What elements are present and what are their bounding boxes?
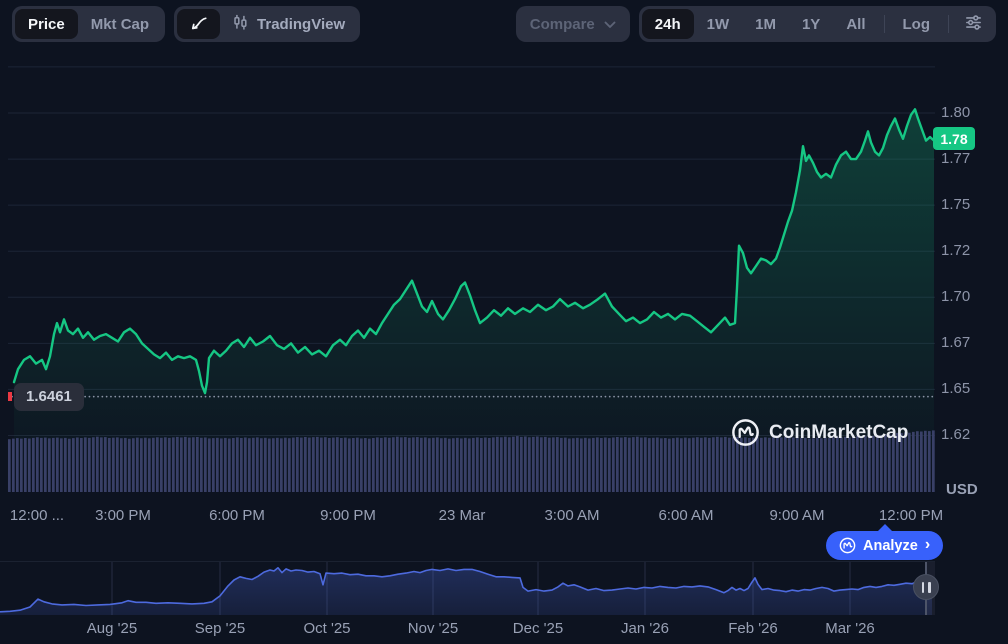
line-chart-type-button[interactable] <box>177 9 221 39</box>
month-tick-label: Nov '25 <box>407 620 459 637</box>
watermark: CoinMarketCap <box>731 418 908 447</box>
time-tick-label: 3:00 AM <box>544 507 600 524</box>
range-selector: 24h 1W 1M 1Y All Log <box>638 6 996 42</box>
time-tick-label: 9:00 PM <box>320 507 376 524</box>
analyze-label: Analyze <box>863 537 918 554</box>
sliders-icon <box>964 13 983 35</box>
range-1m-button[interactable]: 1M <box>742 9 789 39</box>
month-tick-label: Dec '25 <box>512 620 564 637</box>
coinmarketcap-logo-icon <box>731 418 760 447</box>
price-tick-label: 1.72 <box>941 242 971 260</box>
month-tick-label: Aug '25 <box>86 620 138 637</box>
price-tick-label: 1.70 <box>941 288 971 306</box>
pause-handle-icon <box>921 581 924 593</box>
prev-close-label: 1.6461 <box>14 382 84 411</box>
time-tick-label: 12:00 ... <box>9 507 65 524</box>
price-tab[interactable]: Price <box>15 9 78 39</box>
toolbar-divider <box>948 15 949 33</box>
price-mktcap-toggle: Price Mkt Cap <box>12 6 166 42</box>
price-tick-label: 1.62 <box>941 426 971 444</box>
month-tick-label: Oct '25 <box>303 620 351 637</box>
tradingview-label: TradingView <box>257 15 346 33</box>
time-tick-label: 6:00 AM <box>658 507 714 524</box>
month-tick-label: Feb '26 <box>728 620 778 637</box>
currency-label: USD <box>946 481 978 498</box>
chart-toolbar: Price Mkt Cap TradingView Compare <box>0 0 1008 48</box>
time-tick-label: 3:00 PM <box>95 507 151 524</box>
price-tick-label: 1.77 <box>941 150 971 168</box>
compare-label: Compare <box>529 15 595 33</box>
line-chart-icon <box>189 13 208 36</box>
price-tick-label: 1.67 <box>941 334 971 352</box>
month-tick-label: Jan '26 <box>621 620 669 637</box>
analyze-pointer <box>876 524 893 532</box>
month-tick-label: Sep '25 <box>194 620 246 637</box>
mktcap-tab[interactable]: Mkt Cap <box>78 9 162 39</box>
price-tick-label: 1.80 <box>941 103 971 121</box>
price-tick-label: 1.65 <box>941 380 971 398</box>
candlestick-icon <box>232 13 249 35</box>
navigator-handle[interactable] <box>913 574 939 600</box>
last-price-badge: 1.78 <box>933 127 975 151</box>
range-1y-button[interactable]: 1Y <box>789 9 833 39</box>
range-all-button[interactable]: All <box>833 9 878 39</box>
chevron-right-icon: › <box>924 536 931 553</box>
watermark-brand: CoinMarketCap <box>769 421 909 443</box>
chart-settings-button[interactable] <box>954 13 993 35</box>
analyze-button[interactable]: Analyze › <box>826 524 944 560</box>
tradingview-button[interactable]: TradingView <box>220 13 357 35</box>
month-tick-label: Mar '26 <box>825 620 875 637</box>
range-24h-button[interactable]: 24h <box>641 9 694 39</box>
time-tick-label: 23 Mar <box>438 507 486 524</box>
compare-button[interactable]: Compare <box>515 6 630 42</box>
price-tick-label: 1.75 <box>941 196 971 214</box>
navigator-plot[interactable] <box>0 562 935 615</box>
time-tick-label: 9:00 AM <box>769 507 825 524</box>
analyze-logo-icon <box>839 537 856 554</box>
toolbar-divider <box>883 15 885 33</box>
prev-close-marker <box>8 392 12 402</box>
chevron-down-icon <box>604 16 616 33</box>
log-scale-button[interactable]: Log <box>890 9 944 39</box>
range-1w-button[interactable]: 1W <box>694 9 743 39</box>
chart-type-toggle: TradingView <box>174 6 361 42</box>
time-tick-label: 12:00 PM <box>878 507 944 524</box>
time-tick-label: 6:00 PM <box>209 507 265 524</box>
